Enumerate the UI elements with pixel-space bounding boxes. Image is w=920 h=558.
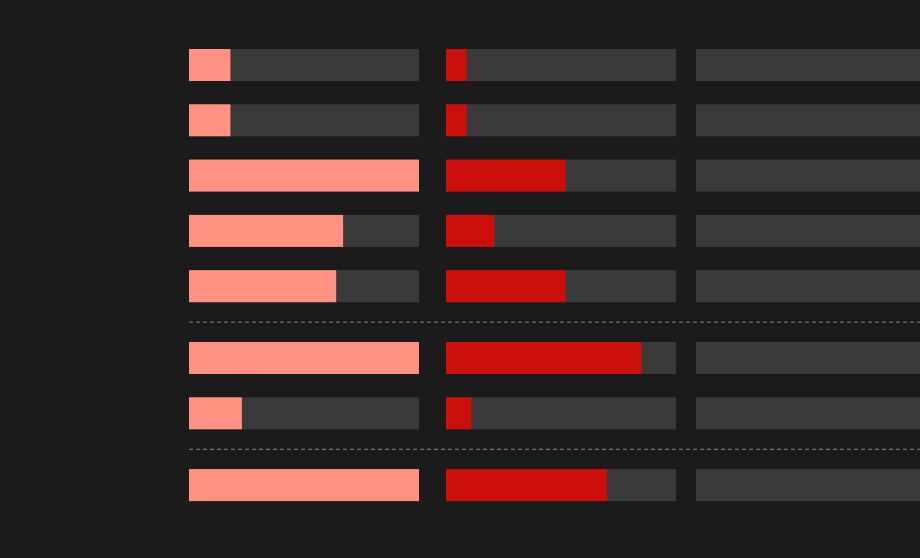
bar-fill — [446, 342, 642, 374]
bar-fill — [189, 342, 419, 374]
bar-fill — [189, 270, 337, 303]
bar-fill — [446, 104, 467, 137]
bar-track — [446, 397, 676, 430]
bar-fill — [446, 270, 566, 303]
bar-fill — [446, 159, 566, 192]
bar-fill — [446, 214, 495, 247]
bar-fill — [189, 214, 344, 247]
bar-track — [696, 49, 920, 81]
bar-fill — [189, 469, 419, 502]
bar-fill — [189, 397, 242, 430]
bar-track — [696, 104, 920, 137]
bar-fill — [189, 49, 231, 81]
bar-track — [696, 342, 920, 374]
bar-fill — [446, 469, 607, 502]
bar-track — [696, 469, 920, 502]
bar-track — [696, 397, 920, 430]
bar-fill — [446, 397, 472, 430]
bar-track — [696, 270, 920, 303]
bar-track — [696, 214, 920, 247]
bar-fill — [189, 104, 231, 137]
bar-track — [446, 49, 676, 81]
bar-track — [446, 104, 676, 137]
bar-fill — [446, 49, 467, 81]
bar-track — [696, 159, 920, 192]
bar-fill — [189, 159, 419, 192]
